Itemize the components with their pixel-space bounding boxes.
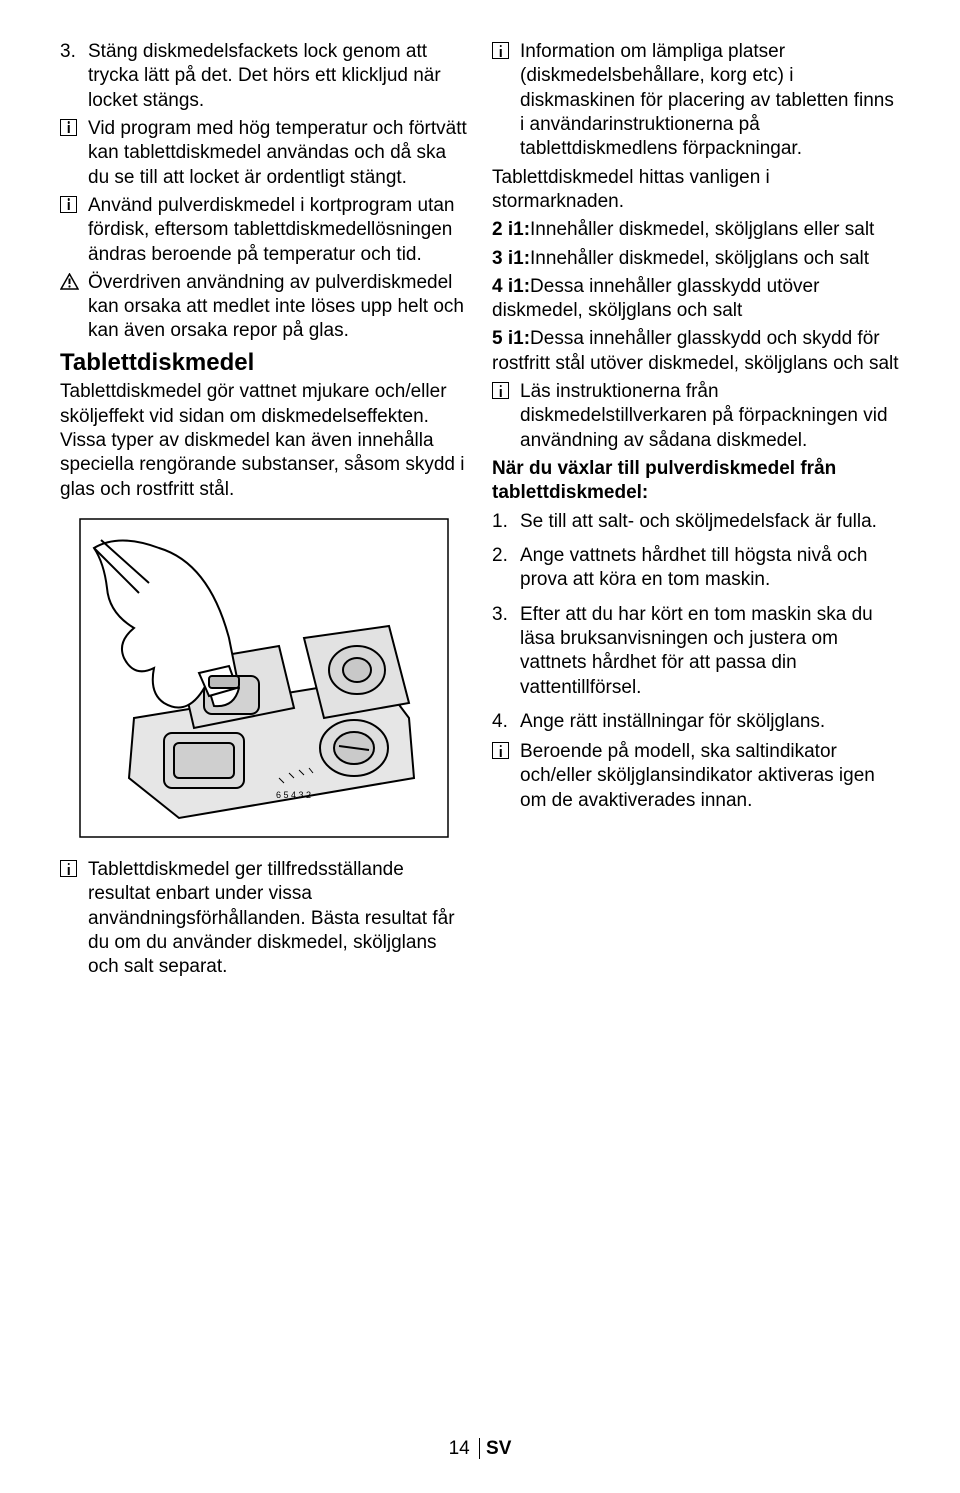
step-number: 3. bbox=[60, 40, 88, 113]
text: Innehåller diskmedel, sköljglans och sal… bbox=[530, 248, 869, 269]
text: Dessa innehåller glasskydd och skydd för… bbox=[492, 328, 899, 373]
step-number: 3. bbox=[492, 603, 520, 700]
line-4i1: 4 i1:Dessa innehåller glasskydd utöver d… bbox=[492, 275, 900, 324]
list-step-3r: 3. Efter att du har kört en tom maskin s… bbox=[492, 603, 900, 700]
switch-title: När du växlar till pulverdiskmedel från … bbox=[492, 457, 900, 506]
paragraph: Tablettdiskmedel gör vattnet mjukare och… bbox=[60, 380, 468, 502]
info-note-2: Använd pulverdiskmedel i kortprogram uta… bbox=[60, 194, 468, 267]
info-icon bbox=[60, 860, 77, 877]
info-text: Beroende på modell, ska saltindikator oc… bbox=[520, 740, 900, 813]
list-step-2: 2. Ange vattnets hårdhet till högsta niv… bbox=[492, 544, 900, 593]
step-number: 1. bbox=[492, 510, 520, 534]
step-text: Efter att du har kört en tom maskin ska … bbox=[520, 603, 900, 700]
info-note-r1: Information om lämpliga platser (diskmed… bbox=[492, 40, 900, 162]
info-note-1: Vid program med hög temperatur och förtv… bbox=[60, 117, 468, 190]
list-step-1: 1. Se till att salt- och sköljmedelsfack… bbox=[492, 510, 900, 534]
info-text: Läs instruktionerna från diskmedelstillv… bbox=[520, 380, 900, 453]
info-icon bbox=[492, 42, 509, 59]
label: 3 i1: bbox=[492, 248, 530, 269]
info-icon bbox=[60, 119, 77, 136]
label: 5 i1: bbox=[492, 328, 530, 349]
info-icon bbox=[60, 196, 77, 213]
info-text: Använd pulverdiskmedel i kortprogram uta… bbox=[88, 194, 468, 267]
warning-note: Överdriven användning av pulverdiskmedel… bbox=[60, 271, 468, 344]
step-number: 2. bbox=[492, 544, 520, 593]
label: 4 i1: bbox=[492, 276, 530, 297]
list-step-3: 3. Stäng diskmedelsfackets lock genom at… bbox=[60, 40, 468, 113]
detergent-illustration: 6 5 4 3 2 bbox=[60, 518, 468, 838]
page-number: 14 bbox=[449, 1438, 470, 1459]
list-step-4: 4. Ange rätt inställningar för sköljglan… bbox=[492, 710, 900, 734]
section-heading: Tablettdiskmedel bbox=[60, 348, 468, 379]
step-text: Se till att salt- och sköljmedelsfack är… bbox=[520, 510, 900, 534]
label: 2 i1: bbox=[492, 219, 530, 240]
language-code: SV bbox=[479, 1438, 511, 1459]
text: Dessa innehåller glasskydd utöver diskme… bbox=[492, 276, 819, 321]
info-note-r3: Beroende på modell, ska saltindikator oc… bbox=[492, 740, 900, 813]
warning-icon bbox=[60, 273, 79, 290]
step-number: 4. bbox=[492, 710, 520, 734]
step-text: Ange rätt inställningar för sköljglans. bbox=[520, 710, 900, 734]
info-icon bbox=[492, 382, 509, 399]
page-footer: 14 SV bbox=[0, 1437, 960, 1461]
info-text: Tablettdiskmedel ger tillfredsställande … bbox=[88, 858, 468, 980]
info-icon bbox=[492, 742, 509, 759]
step-text: Stäng diskmedelsfackets lock genom att t… bbox=[88, 40, 468, 113]
info-text: Vid program med hög temperatur och förtv… bbox=[88, 117, 468, 190]
info-note-r2: Läs instruktionerna från diskmedelstillv… bbox=[492, 380, 900, 453]
line-5i1: 5 i1:Dessa innehåller glasskydd och skyd… bbox=[492, 327, 900, 376]
info-text: Information om lämpliga platser (diskmed… bbox=[520, 40, 900, 162]
text: Innehåller diskmedel, sköljglans eller s… bbox=[530, 219, 874, 240]
line-3i1: 3 i1:Innehåller diskmedel, sköljglans oc… bbox=[492, 247, 900, 271]
info-note-3: Tablettdiskmedel ger tillfredsställande … bbox=[60, 858, 468, 980]
line-2i1: 2 i1:Innehåller diskmedel, sköljglans el… bbox=[492, 218, 900, 242]
step-text: Ange vattnets hårdhet till högsta nivå o… bbox=[520, 544, 900, 593]
warning-text: Överdriven användning av pulverdiskmedel… bbox=[88, 271, 468, 344]
svg-text:6 5 4 3 2: 6 5 4 3 2 bbox=[276, 790, 311, 800]
paragraph: Tablettdiskmedel hittas vanligen i storm… bbox=[492, 166, 900, 215]
